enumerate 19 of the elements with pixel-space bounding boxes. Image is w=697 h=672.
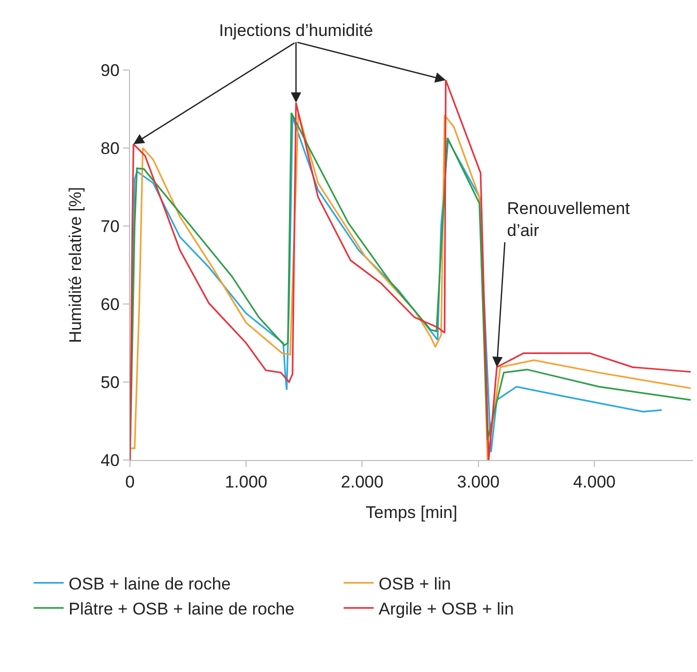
y-tick-label: 80 [100,138,120,158]
annotation: Renouvellement d’air [507,199,630,240]
y-tick-label: 60 [100,294,120,314]
legend-label: Argile + OSB + lin [378,600,514,619]
x-tick-label: 1.000 [224,472,268,492]
x-tick-label: 0 [125,472,135,492]
x-axis-title: Temps [min] [366,502,458,522]
x-tick-label: 2.000 [340,472,384,492]
x-tick-label: 4.000 [573,472,616,492]
annotation: Injections d’humidité [219,21,374,40]
y-axis-title: Humidité relative [%] [66,187,86,343]
x-tick-label: 3.000 [456,472,500,492]
legend-label: OSB + lin [378,574,451,594]
legend-label: Plâtre + OSB + laine de roche [68,600,295,619]
legend-label: OSB + laine de roche [68,574,231,594]
y-tick-label: 40 [100,450,120,470]
y-tick-label: 90 [100,60,120,80]
y-tick-label: 50 [100,372,120,392]
y-tick-label: 70 [100,216,120,236]
